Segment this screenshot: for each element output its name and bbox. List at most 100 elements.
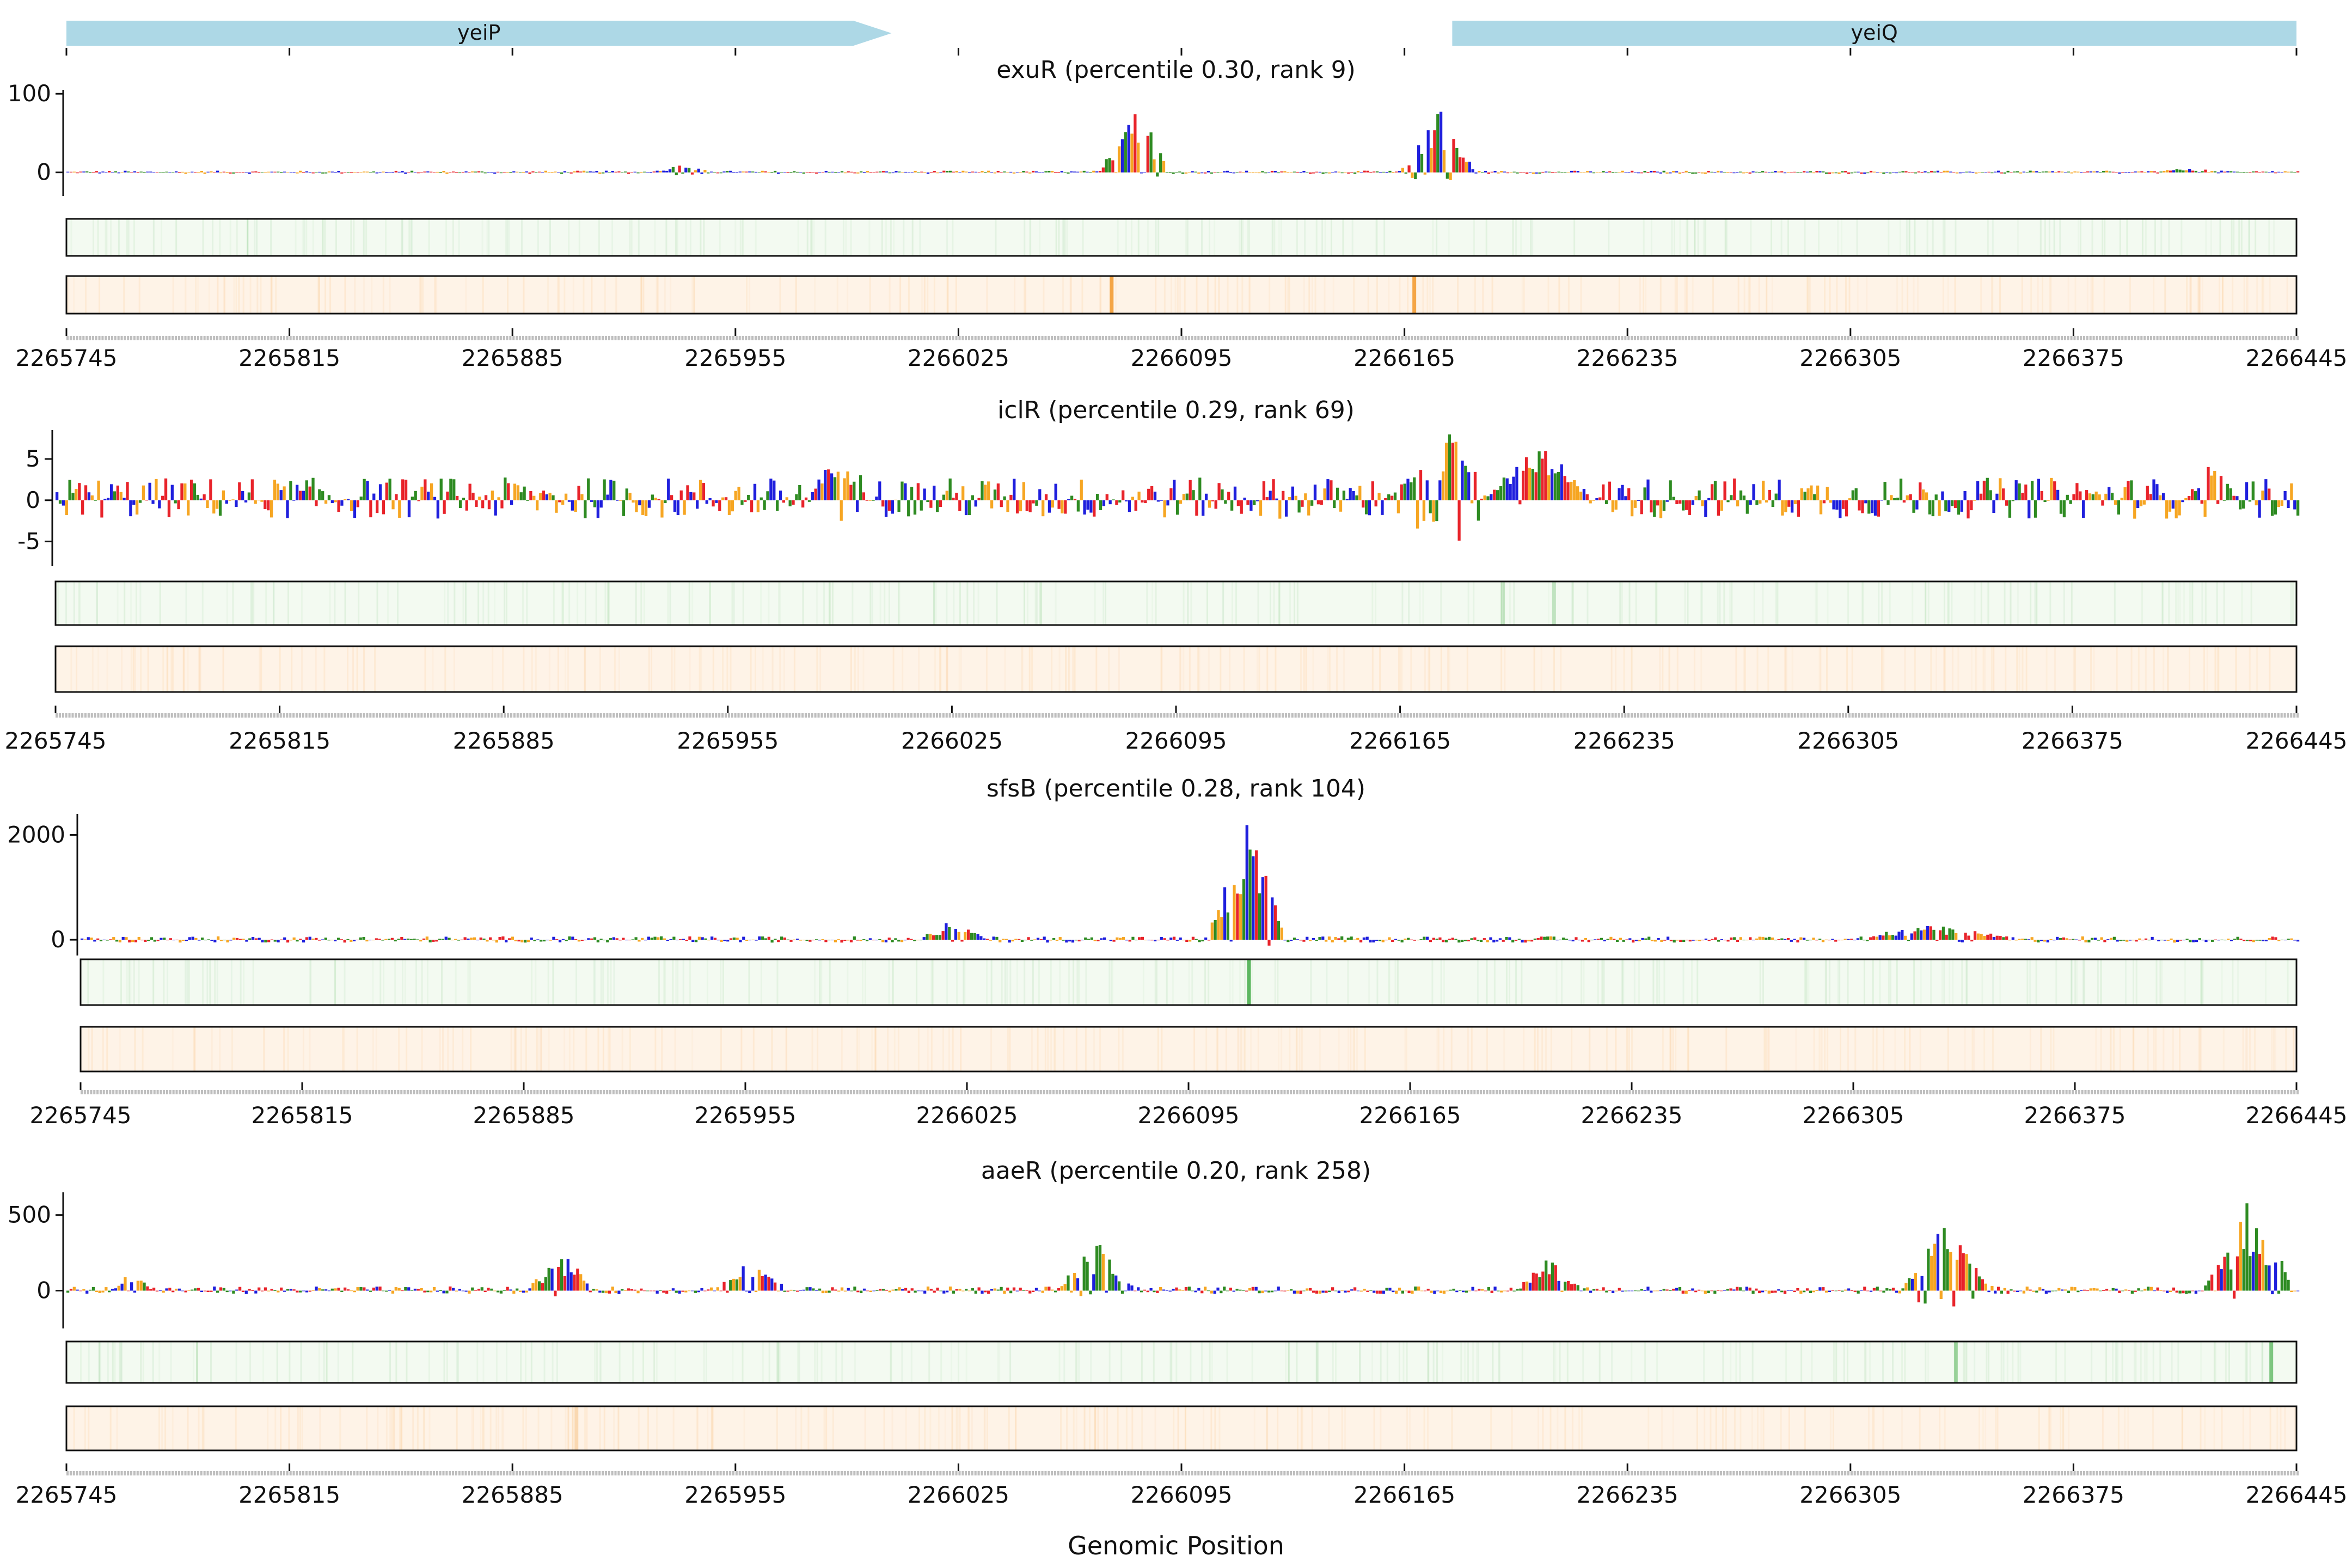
orange-heat-track-cell <box>1400 646 1402 692</box>
sequence-base <box>671 336 674 340</box>
attribution-bar <box>1419 470 1423 500</box>
sequence-base <box>1544 713 1547 718</box>
green-heat-track-cell <box>1603 959 1605 1005</box>
sequence-base <box>705 713 708 718</box>
orange-heat-track-cell <box>2073 646 2075 692</box>
attribution-bar <box>1755 938 1758 940</box>
green-heat-track-cell <box>1039 219 1041 256</box>
attribution-bar <box>1627 172 1631 173</box>
sequence-base <box>1669 336 1671 340</box>
attribution-bar <box>1832 500 1835 510</box>
sequence-base <box>945 713 948 718</box>
green-heat-track-cell <box>1825 959 1827 1005</box>
green-heat-track-cell <box>1036 581 1038 625</box>
sequence-base <box>1512 336 1515 340</box>
green-heat-track-cell <box>719 219 721 256</box>
sequence-base <box>1419 713 1422 718</box>
green-heat-track-cell <box>1992 219 1994 256</box>
orange-heat-track-cell <box>1225 1027 1227 1071</box>
y-tick-label: 0 <box>36 159 51 186</box>
attribution-bar <box>261 940 264 942</box>
attribution-bar <box>1487 172 1490 174</box>
attribution-bar <box>866 171 869 173</box>
attribution-bar <box>68 480 71 500</box>
sequence-base <box>1883 713 1886 718</box>
green-heat-track-cell <box>640 581 642 625</box>
attribution-bar <box>495 940 498 943</box>
orange-heat-track-cell <box>1990 646 1993 692</box>
sequence-base <box>1363 336 1365 340</box>
sequence-base <box>1927 336 1930 340</box>
sequence-base <box>1595 713 1598 718</box>
green-heat-track-cell <box>163 959 165 1005</box>
sequence-base <box>1147 713 1150 718</box>
sequence-base <box>94 713 96 718</box>
attribution-bar <box>747 495 750 500</box>
attribution-bar <box>875 171 879 173</box>
attribution-bar <box>830 473 834 500</box>
sequence-base <box>907 336 910 340</box>
attribution-bar <box>849 485 853 500</box>
attribution-bar <box>682 939 685 940</box>
green-heat-track-cell <box>2159 959 2161 1005</box>
sequence-base <box>608 336 610 340</box>
sequence-base <box>1608 336 1611 340</box>
sequence-base <box>1502 713 1505 718</box>
green-heat-track-cell <box>106 219 108 256</box>
orange-heat-track-cell <box>1177 276 1179 314</box>
attribution-bar <box>2102 171 2105 173</box>
attribution-bar <box>346 939 350 940</box>
sequence-base <box>1496 713 1499 718</box>
orange-heat-track-cell <box>1214 276 1216 314</box>
sequence-base <box>1044 713 1048 718</box>
sequence-base <box>1864 713 1867 718</box>
sequence-base <box>977 336 980 340</box>
attribution-bar <box>1204 937 1208 940</box>
green-heat-track-cell <box>1951 581 1953 625</box>
sequence-base <box>113 713 115 718</box>
green-heat-track-cell <box>1473 581 1475 625</box>
attribution-bar <box>2077 171 2080 173</box>
sequence-base <box>836 713 839 718</box>
green-heat-track-cell <box>2237 959 2239 1005</box>
attribution-bar <box>996 171 1000 173</box>
orange-heat-track-cell <box>1686 276 1688 314</box>
attribution-bar <box>2006 170 2010 173</box>
sequence-base <box>2146 713 2148 718</box>
orange-heat-track-cell <box>1766 276 1768 314</box>
attribution-bar <box>2067 171 2070 173</box>
attribution-bar <box>1885 932 1888 940</box>
green-heat-track-cell <box>1816 581 1818 625</box>
attribution-bar <box>635 500 638 512</box>
sequence-base <box>1382 336 1385 340</box>
green-heat-track-cell <box>733 581 735 625</box>
green-heat-track-cell <box>1050 959 1052 1005</box>
sequence-base <box>1048 336 1050 340</box>
attribution-bar <box>1659 500 1663 518</box>
attribution-bar <box>2258 500 2261 518</box>
green-heat-track-cell <box>1059 959 1061 1005</box>
sequence-base <box>1707 336 1710 340</box>
attribution-bar <box>2252 940 2255 942</box>
attribution-bar <box>1514 940 1518 941</box>
orange-heat-track-cell <box>1806 276 1809 314</box>
attribution-bar <box>206 500 209 509</box>
orange-heat-track-cell <box>1521 276 1523 314</box>
orange-heat-track-cell <box>1491 276 1493 314</box>
green-heat-track-cell <box>706 959 708 1005</box>
orange-heat-track-cell <box>1236 276 1239 314</box>
attribution-bar <box>1153 492 1157 500</box>
green-heat-track-cell <box>575 959 578 1005</box>
sequence-base <box>750 713 753 718</box>
attribution-bar <box>470 938 473 940</box>
attribution-bar <box>2097 940 2100 941</box>
orange-heat-track-cell <box>422 276 424 314</box>
attribution-bar <box>935 935 939 940</box>
sequence-base <box>2255 713 2257 718</box>
attribution-bar <box>387 939 391 940</box>
sequence-base <box>356 336 359 340</box>
attribution-bar <box>318 489 321 500</box>
sequence-base <box>1832 713 1835 718</box>
attribution-bar <box>606 494 609 500</box>
attribution-bar <box>1172 172 1175 174</box>
